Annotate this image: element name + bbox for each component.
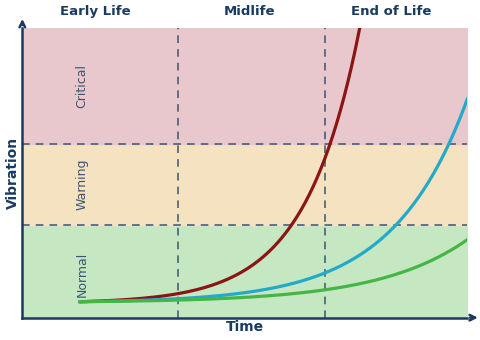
Text: Warning: Warning	[76, 158, 89, 210]
Text: End of Life: End of Life	[351, 4, 432, 18]
Y-axis label: Vibration: Vibration	[6, 137, 20, 209]
Text: Critical: Critical	[76, 64, 89, 108]
Text: Midlife: Midlife	[224, 4, 275, 18]
X-axis label: Time: Time	[226, 320, 264, 335]
Text: Early Life: Early Life	[60, 4, 131, 18]
Text: Normal: Normal	[76, 252, 89, 297]
